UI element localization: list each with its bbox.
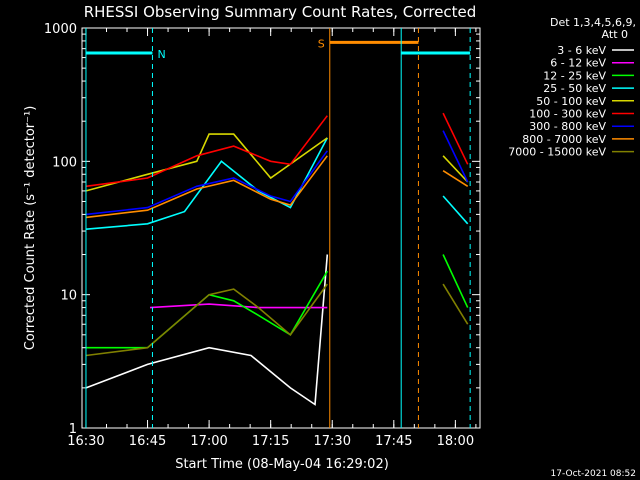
x-tick-label: 16:30 xyxy=(67,434,104,449)
series-layer xyxy=(85,112,469,406)
series-line xyxy=(86,270,328,349)
legend-entry-label: 12 - 25 keV xyxy=(543,69,606,82)
series-line xyxy=(85,137,329,230)
annotation-label: S xyxy=(318,37,325,50)
footer-timestamp: 17-Oct-2021 08:52 xyxy=(551,469,636,479)
x-tick-label: 18:00 xyxy=(437,434,474,449)
y-tick-label: 100 xyxy=(52,155,77,170)
series-line xyxy=(442,155,469,183)
series-line xyxy=(442,195,469,225)
series-line xyxy=(85,155,328,219)
x-tick-label: 16:45 xyxy=(129,434,166,449)
axes: 16:30 16:45 17:00 17:15 17:30 17:45 18:00 1 10 10… xyxy=(44,22,480,449)
annotation-layer: NS xyxy=(85,28,471,428)
plot-frame xyxy=(81,27,481,429)
x-axis-label: Start Time (08-May-04 16:29:02) xyxy=(175,457,389,472)
legend-entry-label: 100 - 300 keV xyxy=(529,108,606,121)
legend-header-line1: Det 1,3,4,5,6,9, xyxy=(550,16,636,29)
legend-entry-label: 6 - 12 keV xyxy=(550,57,606,70)
series-line xyxy=(85,150,328,216)
y-axis-label: Corrected Count Rate (s⁻¹ detector⁻¹) xyxy=(23,106,38,351)
x-tick-label: 17:00 xyxy=(190,434,227,449)
series-line xyxy=(85,254,329,406)
legend-entry-label: 25 - 50 keV xyxy=(543,82,606,95)
legend-entry-label: 3 - 6 keV xyxy=(557,44,606,57)
series-line xyxy=(442,112,469,165)
series-line xyxy=(442,283,469,325)
legend-entry-label: 800 - 7000 keV xyxy=(522,133,606,146)
series-line xyxy=(149,303,328,309)
x-tick-label: 17:30 xyxy=(314,434,351,449)
chart-title: RHESSI Observing Summary Count Rates, Co… xyxy=(84,3,477,21)
legend-entry-label: 50 - 100 keV xyxy=(536,95,606,108)
legend-header-line2: Att 0 xyxy=(602,28,628,41)
y-tick-label: 1 xyxy=(69,422,77,437)
annotation-label: N xyxy=(157,48,165,61)
legend-entry-label: 7000 - 15000 keV xyxy=(508,146,606,159)
x-tick-label: 17:15 xyxy=(252,434,289,449)
series-line xyxy=(85,115,328,188)
series-line xyxy=(442,130,469,183)
y-tick-label: 10 xyxy=(60,289,77,304)
series-line xyxy=(442,170,469,187)
series-line xyxy=(85,133,328,192)
y-tick-label: 1000 xyxy=(44,22,77,37)
series-line xyxy=(442,254,469,308)
x-tick-label: 17:45 xyxy=(375,434,412,449)
series-line xyxy=(85,283,328,357)
legend-entry-label: 300 - 800 keV xyxy=(529,120,606,133)
